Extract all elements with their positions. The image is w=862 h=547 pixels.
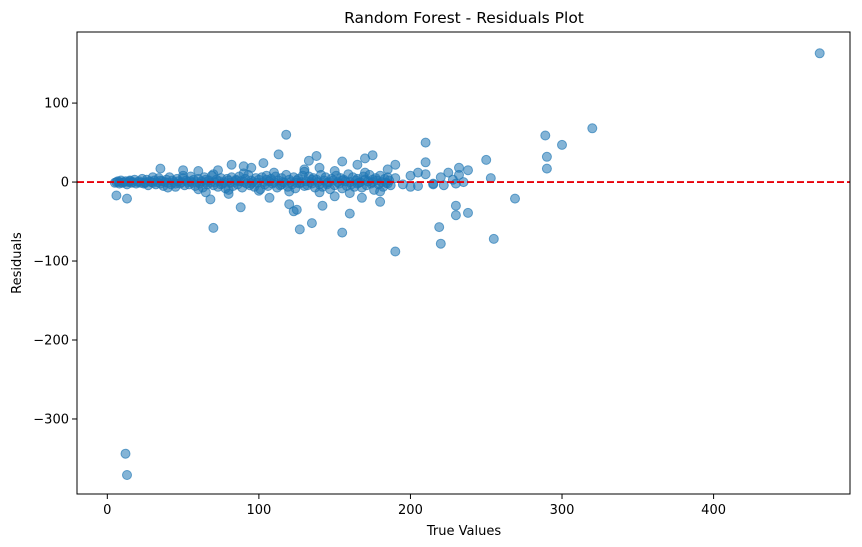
data-point (208, 222, 219, 233)
scatter-points (109, 48, 825, 480)
data-point (337, 175, 348, 186)
x-tick-label: 300 (550, 503, 575, 518)
y-tick-label: −200 (33, 334, 69, 349)
data-point (223, 188, 234, 199)
data-point (253, 185, 264, 196)
data-point (205, 194, 216, 205)
data-point (246, 162, 257, 173)
data-point (314, 187, 325, 198)
data-point (814, 48, 825, 59)
data-point (120, 448, 131, 459)
data-point (273, 149, 284, 160)
data-point (541, 151, 552, 162)
data-point (269, 167, 279, 178)
x-tick-label: 100 (246, 503, 271, 518)
data-point (284, 186, 295, 197)
plot-area (77, 32, 850, 494)
x-tick-label: 400 (701, 503, 726, 518)
data-point (390, 159, 401, 170)
data-point (352, 159, 363, 170)
data-point (200, 187, 211, 198)
data-point (510, 193, 520, 204)
data-point (294, 224, 305, 235)
data-point (291, 204, 302, 215)
y-tick-label: −100 (33, 255, 69, 270)
data-point (329, 191, 340, 202)
data-point (587, 123, 598, 134)
data-point (337, 227, 348, 238)
data-point (311, 151, 322, 161)
data-point (463, 207, 473, 218)
data-point (541, 163, 552, 174)
data-point (235, 202, 246, 213)
data-point (435, 238, 446, 249)
data-point (258, 158, 269, 169)
data-point (122, 193, 132, 204)
data-point (213, 165, 223, 176)
chart-title: Random Forest - Residuals Plot (344, 9, 584, 27)
data-point (193, 166, 204, 176)
plot-frame (76, 31, 851, 495)
data-point (122, 470, 132, 480)
x-tick-label: 0 (103, 503, 111, 518)
data-point (454, 162, 464, 173)
data-point (481, 154, 492, 165)
data-point (382, 178, 393, 189)
data-point (382, 164, 393, 175)
data-point (344, 208, 355, 219)
y-axis-label: Residuals (10, 232, 25, 294)
data-point (557, 139, 567, 150)
data-point (450, 200, 461, 211)
data-point (246, 178, 257, 189)
y-axis: −300 −200 −100 0 100 (33, 97, 77, 427)
data-point (420, 157, 431, 168)
data-point (367, 150, 378, 161)
data-point (317, 200, 328, 211)
data-point (443, 167, 454, 178)
data-point (413, 167, 423, 178)
data-point (375, 186, 386, 197)
x-tick-label: 200 (398, 503, 423, 518)
data-point (488, 233, 499, 244)
data-point (111, 190, 122, 201)
data-point (420, 137, 431, 148)
y-tick-label: −300 (33, 412, 69, 427)
data-point (306, 218, 317, 229)
data-point (281, 129, 292, 140)
data-point (226, 159, 237, 170)
data-point (147, 172, 158, 183)
data-point (162, 182, 173, 193)
data-point (303, 155, 314, 166)
data-point (540, 130, 551, 141)
data-point (463, 165, 473, 176)
data-point (352, 178, 363, 189)
data-point (344, 188, 355, 199)
data-point (360, 167, 370, 178)
data-point (314, 162, 325, 173)
y-tick-label: 0 (61, 176, 69, 191)
data-point (434, 222, 445, 233)
data-point (390, 246, 401, 257)
data-point (356, 192, 367, 203)
data-point (450, 210, 461, 221)
data-point (390, 173, 401, 184)
data-point (375, 196, 386, 207)
data-point (155, 163, 166, 174)
data-point (178, 165, 189, 176)
data-point (231, 175, 242, 186)
y-tick-label: 100 (44, 97, 69, 112)
data-point (337, 156, 348, 167)
data-point (299, 164, 310, 175)
x-axis: 0 100 200 300 400 (103, 494, 726, 518)
data-point (264, 192, 275, 203)
data-point (284, 199, 295, 210)
data-point (405, 181, 416, 192)
data-point (329, 166, 340, 176)
x-axis-label: True Values (426, 524, 501, 539)
